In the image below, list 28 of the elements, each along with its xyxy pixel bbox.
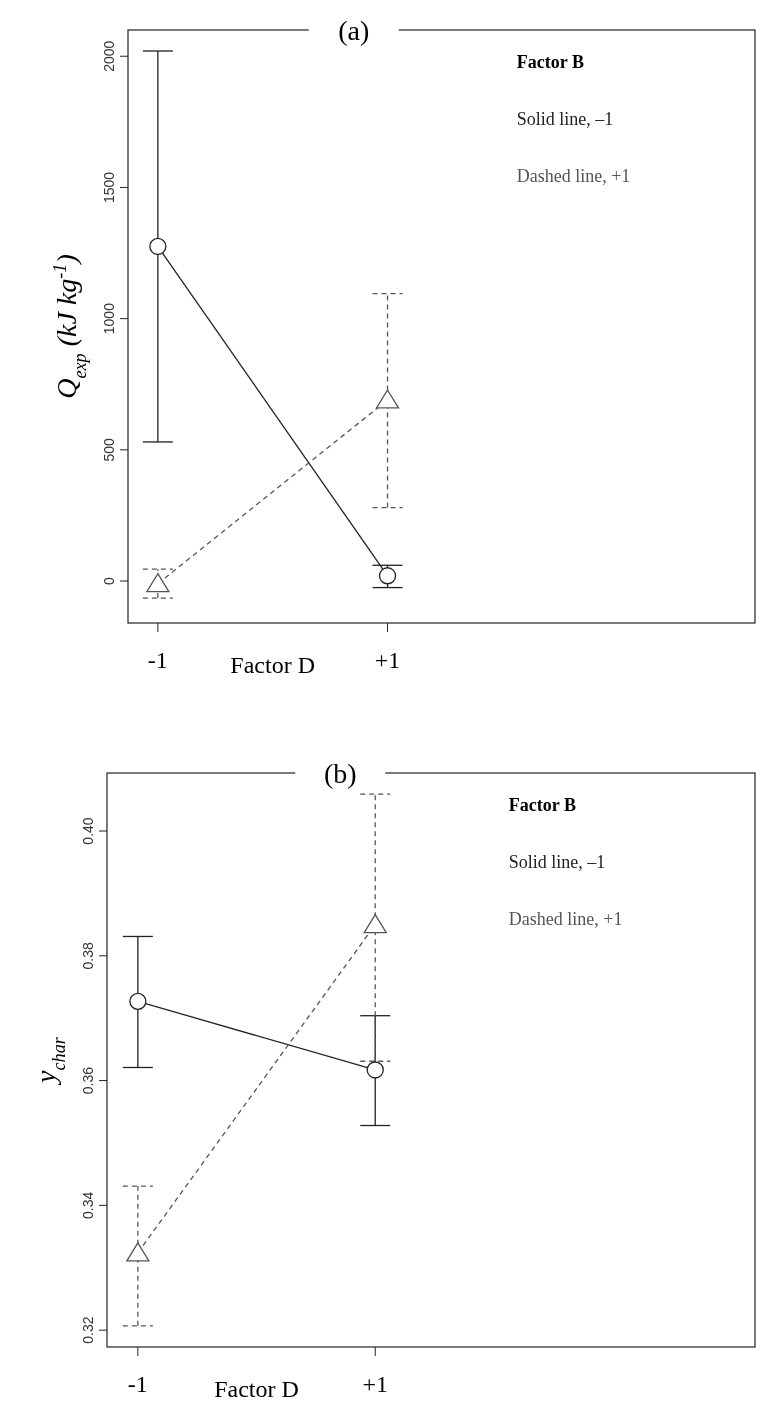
- x-axis-title: Factor D: [230, 652, 316, 678]
- point: [366, 1061, 384, 1079]
- y-tick-label: 1000: [101, 302, 117, 335]
- x-tick-label: -1: [147, 647, 168, 673]
- text: Solid line, –1: [508, 852, 606, 872]
- y-tick-label: 0.40: [80, 817, 96, 845]
- point: [149, 237, 167, 256]
- point: [378, 567, 397, 585]
- y-tick-label: 0.38: [80, 941, 96, 970]
- y-tick-label: 0: [101, 576, 117, 585]
- text: Solid line, –1: [516, 109, 614, 129]
- x-tick-label: +1: [362, 1371, 388, 1397]
- chart-title: (a): [338, 15, 370, 46]
- x-tick-label: +1: [374, 647, 401, 673]
- y-tick-label: 1500: [101, 171, 117, 204]
- x-axis-title: Factor D: [214, 1376, 299, 1402]
- x-tick-label: -1: [127, 1371, 148, 1397]
- y-tick-label: 0.36: [80, 1066, 96, 1095]
- y-tick-label: 0.34: [80, 1191, 96, 1219]
- y-tick-label: 2000: [101, 40, 117, 72]
- text: Dashed line, +1: [516, 166, 631, 186]
- legend-title: Factor B: [516, 52, 584, 72]
- chart-title: (b): [323, 758, 357, 789]
- text: Dashed line, +1: [508, 909, 623, 929]
- y-tick-label: 500: [101, 437, 117, 462]
- legend-title: Factor B: [508, 795, 576, 815]
- y-tick-label: 0.32: [80, 1316, 96, 1344]
- point: [129, 992, 147, 1010]
